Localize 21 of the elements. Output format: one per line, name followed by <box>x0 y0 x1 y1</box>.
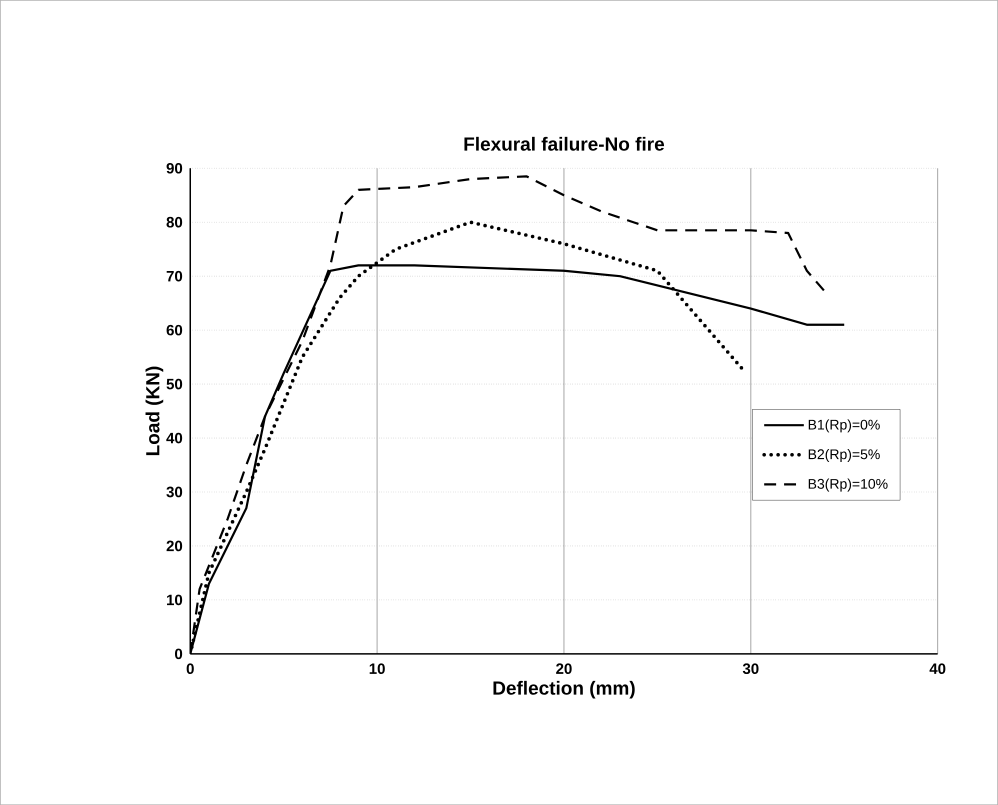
x-tick-label: 40 <box>930 663 946 674</box>
y-tick-label: 50 <box>166 378 182 390</box>
x-tick-label: 0 <box>186 663 194 674</box>
chart-title: Flexural failure-No fire <box>464 136 664 151</box>
y-tick-label: 10 <box>167 594 182 606</box>
legend-label: B2(Rp)=5% <box>808 448 880 462</box>
y-tick-label: 90 <box>166 162 182 174</box>
legend-label: B1(Rp)=0% <box>808 419 880 432</box>
x-axis-title: Deflection (mm) <box>493 680 635 698</box>
x-tick-label: 10 <box>370 663 385 674</box>
x-tick-label: 20 <box>556 663 572 674</box>
y-tick-label: 0 <box>175 648 182 660</box>
y-tick-label: 40 <box>166 432 182 444</box>
y-tick-label: 70 <box>166 270 182 282</box>
y-tick-label: 20 <box>166 540 182 552</box>
y-tick-label: 60 <box>166 324 182 336</box>
y-tick-label: 30 <box>166 486 182 498</box>
legend-label: B3(Rp)=10% <box>808 478 888 492</box>
y-tick-label: 80 <box>166 216 182 228</box>
y-axis-title: Load (KN) <box>146 366 164 456</box>
x-tick-label: 30 <box>742 663 759 674</box>
